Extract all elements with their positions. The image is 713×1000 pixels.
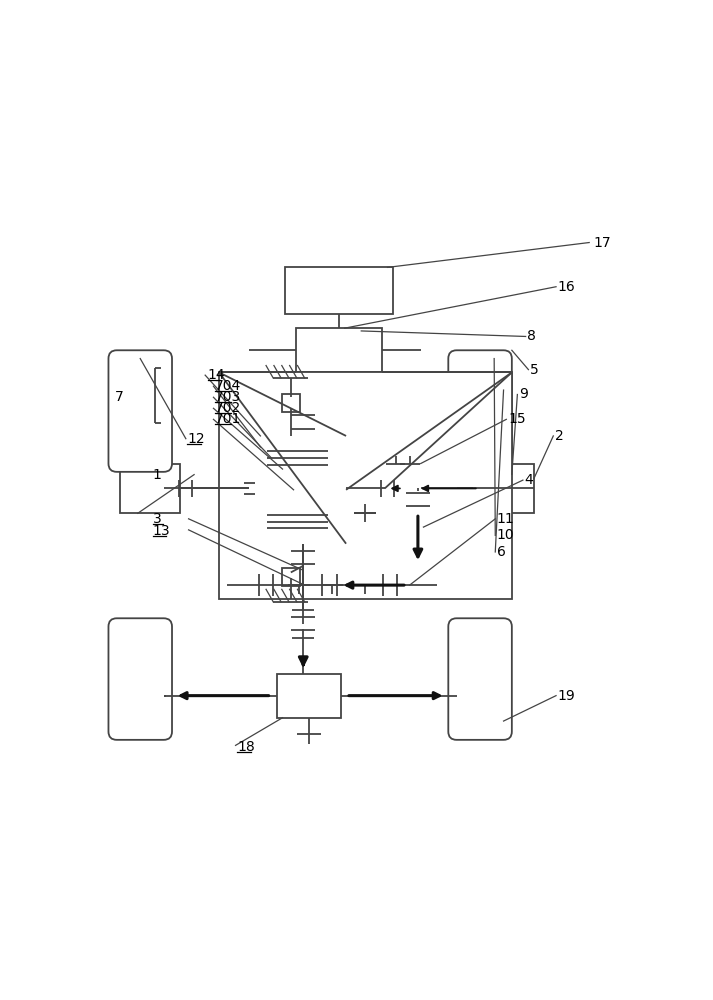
Text: 703: 703 [215, 390, 242, 404]
Bar [282, 568, 299, 586]
Text: 11: 11 [497, 512, 515, 526]
Bar [250, 436, 346, 544]
Bar [277, 674, 341, 718]
Bar [297, 328, 382, 372]
Text: 6: 6 [497, 545, 506, 559]
FancyBboxPatch shape [108, 350, 172, 472]
FancyBboxPatch shape [448, 618, 512, 740]
Text: 5: 5 [530, 363, 539, 377]
Text: 10: 10 [497, 528, 515, 542]
Text: 18: 18 [237, 740, 255, 754]
Bar [385, 464, 421, 513]
Bar [282, 394, 299, 412]
Bar [120, 464, 180, 513]
Text: 3: 3 [153, 512, 161, 526]
Text: 17: 17 [593, 236, 611, 250]
Text: 9: 9 [519, 387, 528, 401]
FancyBboxPatch shape [448, 350, 512, 472]
Text: 1: 1 [153, 468, 162, 482]
Bar [285, 267, 393, 314]
Text: 701: 701 [215, 412, 242, 426]
Text: 4: 4 [525, 473, 533, 487]
Text: 8: 8 [528, 329, 536, 343]
Text: 14: 14 [208, 368, 225, 382]
Text: 19: 19 [558, 689, 575, 703]
Bar [219, 372, 512, 599]
Text: 702: 702 [215, 401, 242, 415]
Text: 7: 7 [115, 390, 124, 404]
Bar [473, 464, 534, 513]
Text: 13: 13 [153, 524, 170, 538]
Text: 16: 16 [558, 280, 575, 294]
Text: 15: 15 [508, 412, 525, 426]
Text: 704: 704 [215, 379, 242, 393]
Text: 12: 12 [188, 432, 205, 446]
Text: 2: 2 [555, 429, 564, 443]
FancyBboxPatch shape [108, 618, 172, 740]
